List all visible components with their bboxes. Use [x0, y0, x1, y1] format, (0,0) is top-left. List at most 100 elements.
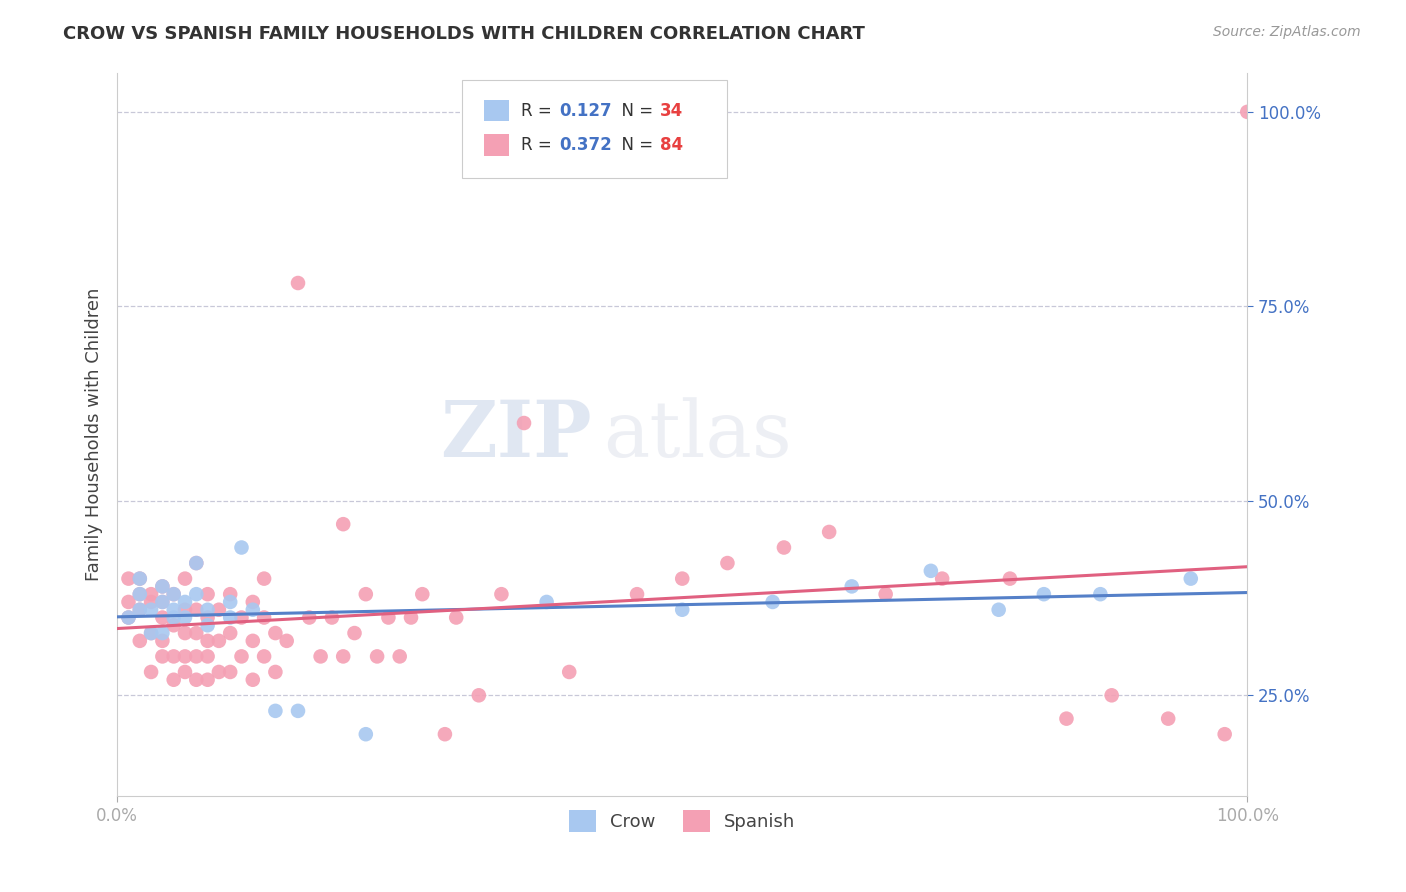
Point: [219, 595, 242, 609]
Point: [163, 603, 186, 617]
Point: [242, 603, 264, 617]
Point: [377, 610, 399, 624]
Point: [186, 556, 208, 570]
Legend: Crow, Spanish: Crow, Spanish: [561, 803, 803, 839]
Point: [219, 587, 242, 601]
Point: [242, 673, 264, 687]
Point: [208, 603, 231, 617]
Text: Source: ZipAtlas.com: Source: ZipAtlas.com: [1213, 25, 1361, 39]
Point: [128, 603, 150, 617]
Point: [1236, 104, 1258, 119]
Point: [208, 633, 231, 648]
Point: [354, 727, 377, 741]
Point: [150, 626, 173, 640]
Point: [197, 673, 219, 687]
Point: [139, 665, 162, 679]
Point: [150, 610, 173, 624]
Point: [174, 603, 197, 617]
Point: [231, 649, 253, 664]
Point: [150, 579, 173, 593]
Point: [298, 610, 321, 624]
Point: [139, 626, 162, 640]
Point: [128, 572, 150, 586]
Point: [163, 673, 186, 687]
Point: [343, 626, 366, 640]
Text: R =: R =: [520, 136, 557, 154]
Point: [219, 626, 242, 640]
Point: [117, 610, 139, 624]
Point: [309, 649, 332, 664]
Point: [513, 416, 536, 430]
Point: [186, 556, 208, 570]
Point: [399, 610, 422, 624]
Point: [197, 587, 219, 601]
Point: [231, 541, 253, 555]
Point: [366, 649, 388, 664]
Point: [671, 572, 693, 586]
Point: [128, 587, 150, 601]
Point: [174, 649, 197, 664]
Point: [411, 587, 433, 601]
Point: [231, 610, 253, 624]
Point: [332, 649, 354, 664]
Point: [433, 727, 456, 741]
Point: [468, 688, 491, 702]
Point: [626, 587, 648, 601]
Point: [242, 595, 264, 609]
Point: [163, 618, 186, 632]
Point: [150, 595, 173, 609]
Point: [174, 595, 197, 609]
Point: [1032, 587, 1054, 601]
Point: [174, 665, 197, 679]
Point: [163, 587, 186, 601]
Point: [1056, 712, 1078, 726]
Text: 0.127: 0.127: [560, 102, 612, 120]
Point: [875, 587, 897, 601]
Point: [117, 595, 139, 609]
FancyBboxPatch shape: [485, 135, 509, 156]
Text: ZIP: ZIP: [440, 397, 592, 473]
Point: [197, 618, 219, 632]
Point: [762, 595, 785, 609]
Point: [139, 587, 162, 601]
Point: [1090, 587, 1112, 601]
Point: [773, 541, 796, 555]
Point: [163, 649, 186, 664]
Point: [444, 610, 467, 624]
Point: [276, 633, 298, 648]
Point: [321, 610, 343, 624]
Text: 0.372: 0.372: [560, 136, 612, 154]
Text: CROW VS SPANISH FAMILY HOUSEHOLDS WITH CHILDREN CORRELATION CHART: CROW VS SPANISH FAMILY HOUSEHOLDS WITH C…: [63, 25, 865, 43]
Point: [197, 603, 219, 617]
Point: [264, 665, 287, 679]
Point: [1213, 727, 1236, 741]
Point: [253, 610, 276, 624]
Point: [388, 649, 411, 664]
Text: 34: 34: [659, 102, 683, 120]
Point: [253, 649, 276, 664]
Point: [264, 704, 287, 718]
Point: [287, 704, 309, 718]
Text: N =: N =: [612, 136, 658, 154]
Text: atlas: atlas: [603, 397, 792, 473]
Point: [186, 587, 208, 601]
Text: R =: R =: [520, 102, 557, 120]
Y-axis label: Family Households with Children: Family Households with Children: [86, 288, 103, 582]
Point: [128, 603, 150, 617]
Point: [197, 649, 219, 664]
Point: [139, 626, 162, 640]
Point: [332, 517, 354, 532]
Point: [174, 572, 197, 586]
Point: [174, 626, 197, 640]
Point: [354, 587, 377, 601]
Text: 84: 84: [659, 136, 683, 154]
Point: [150, 633, 173, 648]
Point: [150, 579, 173, 593]
Point: [998, 572, 1021, 586]
Point: [117, 572, 139, 586]
Point: [931, 572, 953, 586]
Point: [920, 564, 942, 578]
Point: [128, 633, 150, 648]
Point: [987, 603, 1010, 617]
Point: [253, 572, 276, 586]
